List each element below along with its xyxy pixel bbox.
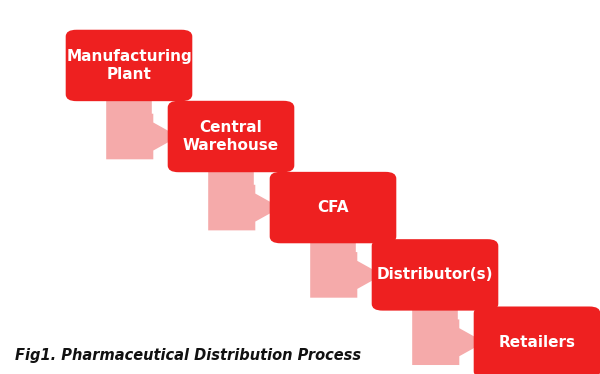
Polygon shape [106,95,179,159]
FancyBboxPatch shape [372,239,498,310]
Text: Fig1. Pharmaceutical Distribution Process: Fig1. Pharmaceutical Distribution Proces… [15,348,361,363]
Text: CFA: CFA [317,200,349,215]
FancyBboxPatch shape [168,101,294,172]
Polygon shape [310,237,383,298]
Text: Manufacturing
Plant: Manufacturing Plant [66,49,192,82]
FancyBboxPatch shape [270,172,397,243]
FancyBboxPatch shape [474,307,600,374]
FancyBboxPatch shape [66,30,193,101]
Polygon shape [208,165,281,230]
Text: Retailers: Retailers [499,335,575,350]
Polygon shape [412,304,485,365]
Text: Distributor(s): Distributor(s) [377,267,493,282]
Text: Central
Warehouse: Central Warehouse [183,120,279,153]
